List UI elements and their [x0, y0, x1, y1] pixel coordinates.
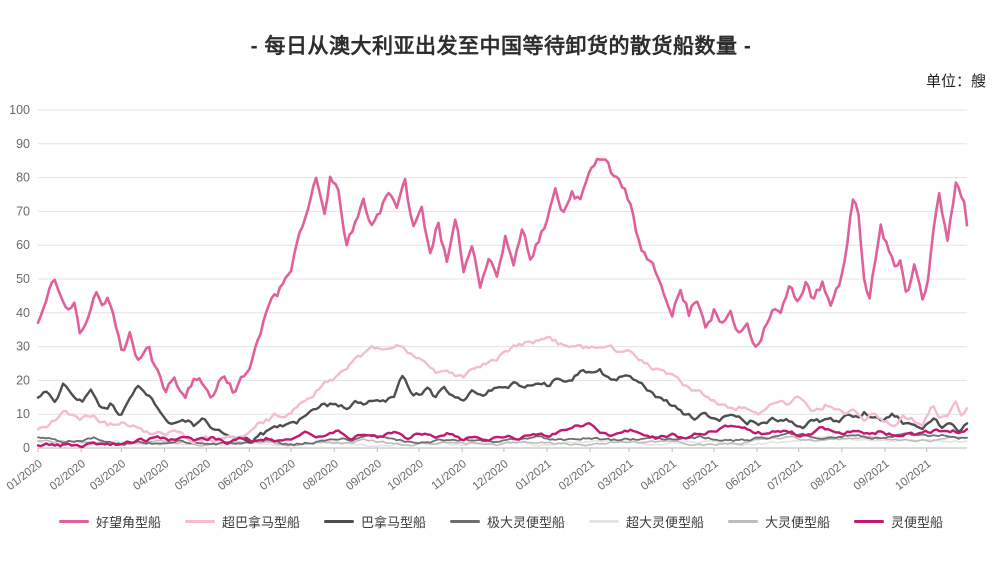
legend-swatch-post_panamax	[184, 520, 215, 523]
y-tick-label: 50	[16, 272, 30, 286]
legend-swatch-ultramax	[449, 520, 480, 523]
series-line-handysize	[36, 421, 969, 449]
chart-legend: 好望角型船 超巴拿马型船 巴拿马型船 极大灵便型船 超大灵便型船 大灵便型船 灵便型船	[0, 512, 1002, 531]
legend-item-ultramax: 极大灵便型船	[449, 512, 565, 531]
legend-swatch-supramax	[589, 520, 619, 523]
series-line-post_panamax	[36, 335, 969, 444]
legend-item-handysize: 灵便型船	[854, 512, 943, 531]
y-tick-label: 90	[16, 137, 30, 151]
x-tick-label: 10/2021	[893, 458, 933, 493]
legend-item-label: 超巴拿马型船	[221, 515, 300, 530]
legend-swatch-panamax	[323, 520, 354, 523]
y-tick-label: 30	[16, 340, 30, 354]
series-line-handymax	[37, 435, 968, 447]
x-tick-label: 06/2020	[216, 458, 256, 493]
x-tick-label: 02/2021	[557, 458, 597, 493]
x-tick-label: 11/2020	[430, 458, 469, 493]
x-tick-label: 03/2020	[88, 458, 128, 493]
y-tick-label: 100	[9, 103, 30, 117]
x-tick-label: 02/2020	[48, 458, 88, 493]
x-tick-label: 08/2021	[809, 458, 849, 493]
series-line-capesize	[36, 157, 969, 399]
x-tick-label: 01/2021	[514, 458, 554, 493]
x-tick-label: 01/2020	[5, 458, 45, 493]
y-tick-label: 40	[16, 306, 30, 320]
chart-area: 0 10 20 30 40 50 60 70 80 90 100 01/2020 02/2020 03/2…	[0, 92, 1002, 510]
x-tick-label: 03/2021	[596, 458, 636, 493]
x-tick-label: 09/2020	[344, 458, 384, 493]
legend-swatch-handysize	[854, 520, 885, 523]
legend-item-label: 超大灵便型船	[626, 515, 705, 530]
legend-item-label: 灵便型船	[891, 515, 944, 530]
legend-item-capesize: 好望角型船	[58, 512, 161, 531]
legend-swatch-capesize	[58, 520, 89, 523]
x-tick-label: 12/2020	[471, 458, 511, 493]
legend-item-panamax: 巴拿马型船	[323, 512, 426, 531]
legend-item-label: 好望角型船	[95, 515, 161, 530]
legend-item-supramax: 超大灵便型船	[589, 512, 704, 531]
x-tick-label: 07/2020	[258, 458, 298, 493]
series-line-panamax	[36, 367, 969, 444]
y-tick-label: 20	[16, 373, 30, 387]
x-tick-label: 05/2020	[173, 458, 213, 493]
x-tick-label: 05/2021	[681, 458, 721, 493]
y-tick-label: 0	[23, 441, 30, 455]
legend-item-label: 大灵便型船	[765, 515, 831, 530]
legend-item-label: 巴拿马型船	[360, 515, 426, 530]
legend-item-label: 极大灵便型船	[486, 515, 565, 530]
legend-item-post_panamax: 超巴拿马型船	[184, 512, 300, 531]
chart-title: - 每日从澳大利亚出发至中国等待卸货的散货船数量 -	[250, 35, 752, 58]
x-tick-label: 07/2021	[765, 458, 805, 493]
x-tick-label: 04/2020	[131, 458, 171, 493]
x-tick-label: 08/2020	[301, 458, 341, 493]
y-tick-label: 80	[16, 171, 30, 185]
legend-swatch-handymax	[728, 520, 759, 523]
y-tick-label: 60	[16, 238, 30, 252]
x-tick-label: 04/2021	[639, 458, 679, 493]
legend-item-handymax: 大灵便型船	[728, 512, 830, 531]
x-tick-label: 10/2020	[386, 458, 426, 493]
y-tick-label: 70	[16, 204, 30, 218]
y-tick-label: 10	[16, 407, 30, 421]
unit-label: 单位：艘	[925, 73, 986, 90]
x-tick-label: 06/2021	[724, 458, 764, 493]
x-tick-label: 09/2021	[852, 458, 892, 493]
